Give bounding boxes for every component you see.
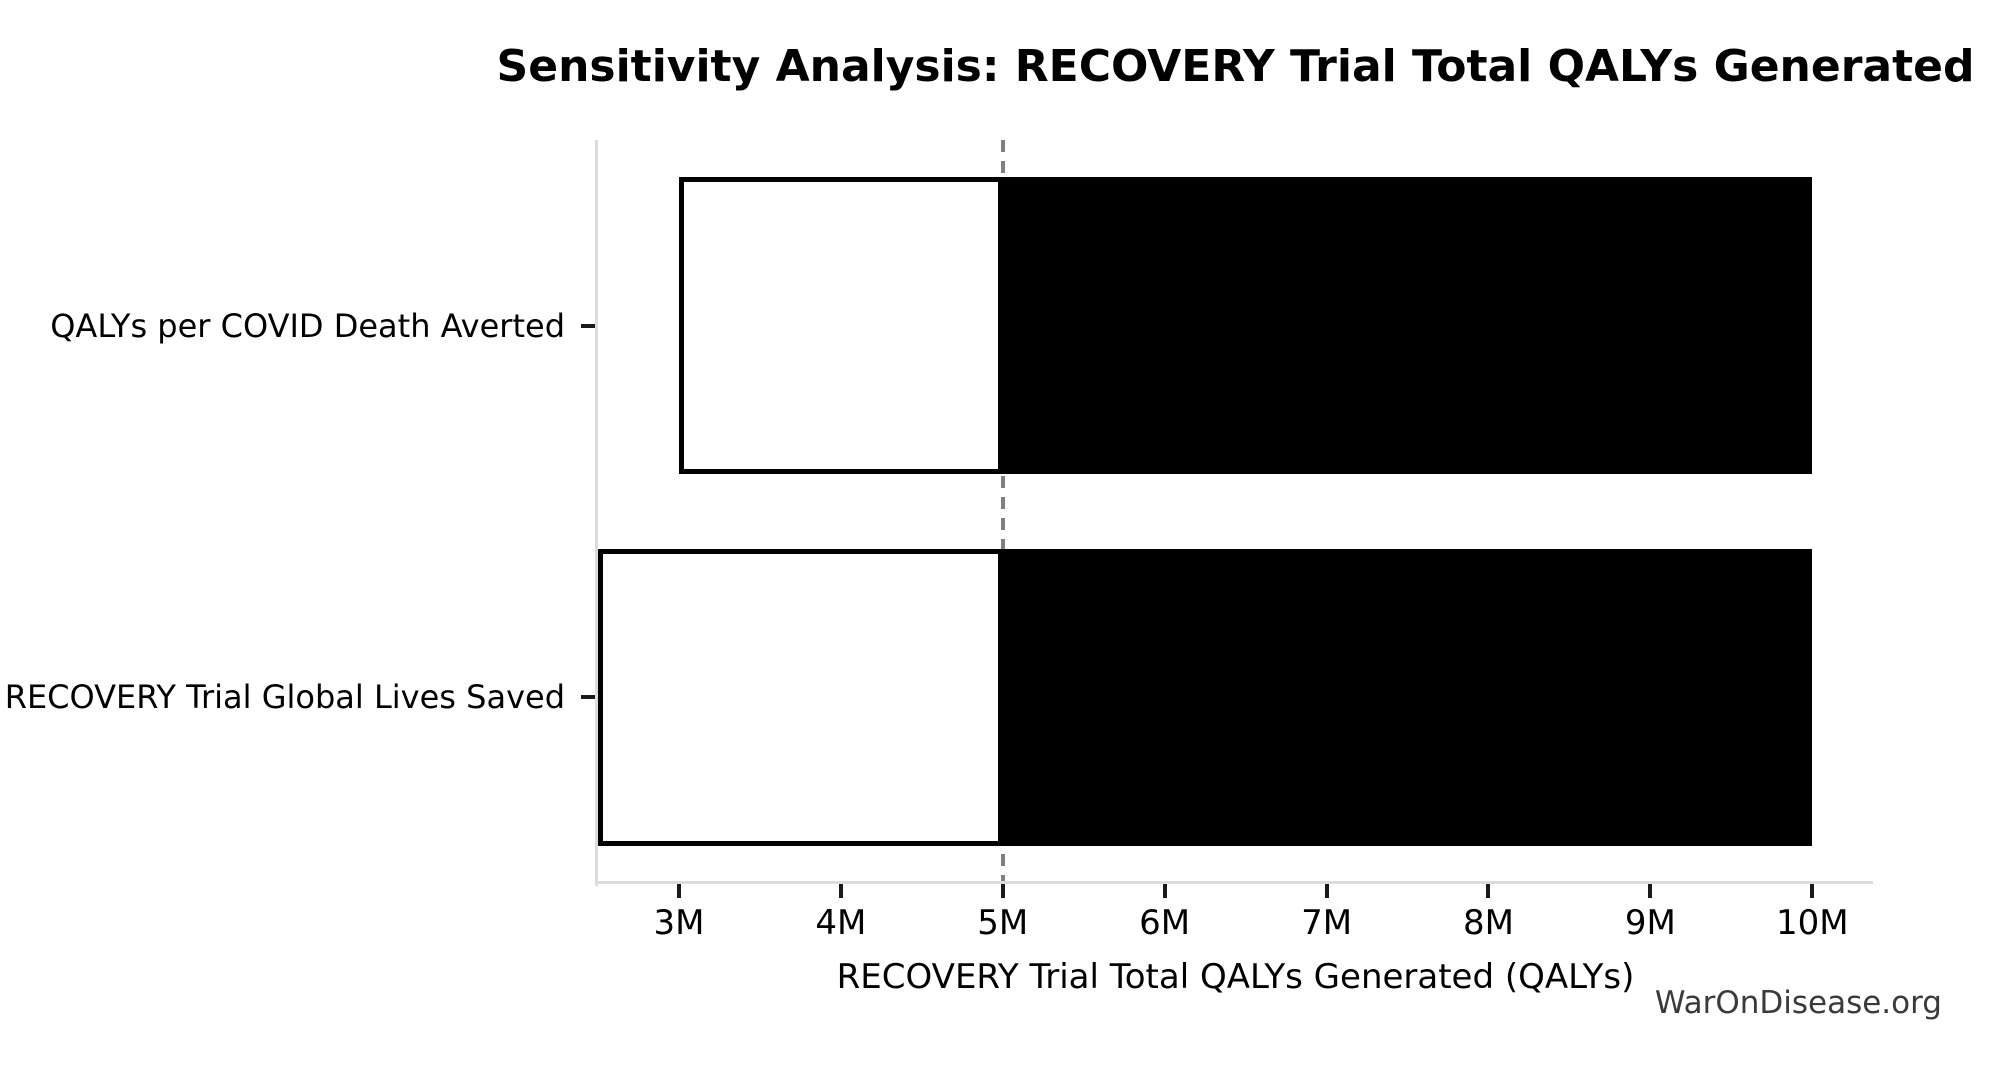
x-tick-mark: [838, 884, 843, 898]
bar-low-segment: [678, 177, 1003, 474]
x-tick-mark: [1648, 884, 1653, 898]
x-tick-mark: [676, 884, 681, 898]
bar-low-segment: [598, 549, 1003, 846]
x-tick-label: 8M: [1462, 903, 1514, 943]
x-axis-label: RECOVERY Trial Total QALYs Generated (QA…: [836, 957, 1635, 997]
x-tick-label: 10M: [1775, 903, 1849, 943]
bar-high-segment: [1002, 177, 1813, 474]
category-label: QALYs per COVID Death Averted: [50, 307, 565, 345]
y-tick-mark: [581, 695, 595, 699]
baseline-dashed-line: [1000, 140, 1005, 881]
watermark: WarOnDisease.org: [1654, 985, 1942, 1021]
x-tick-label: 6M: [1139, 903, 1191, 943]
x-tick-mark: [1486, 884, 1491, 898]
y-axis-spine: [595, 140, 598, 886]
x-tick-mark: [1324, 884, 1329, 898]
x-tick-label: 4M: [815, 903, 867, 943]
bar-high-segment: [1002, 549, 1813, 846]
x-tick-label: 5M: [977, 903, 1029, 943]
y-axis-category-labels: QALYs per COVID Death Averted RECOVERY Tr…: [0, 140, 565, 883]
x-tick-label: 7M: [1301, 903, 1353, 943]
category-label: RECOVERY Trial Global Lives Saved: [4, 678, 565, 716]
chart-title: Sensitivity Analysis: RECOVERY Trial Tot…: [496, 41, 1975, 92]
x-axis-spine: [595, 881, 1873, 884]
x-tick-label: 3M: [653, 903, 705, 943]
y-tick-mark: [581, 324, 595, 328]
x-tick-mark: [1162, 884, 1167, 898]
plot-area: 3M 4M 5M 6M 7M 8M 9M 10M: [581, 140, 1873, 943]
x-tick-mark: [1000, 884, 1005, 898]
x-tick-mark: [1810, 884, 1815, 898]
x-tick-label: 9M: [1624, 903, 1676, 943]
